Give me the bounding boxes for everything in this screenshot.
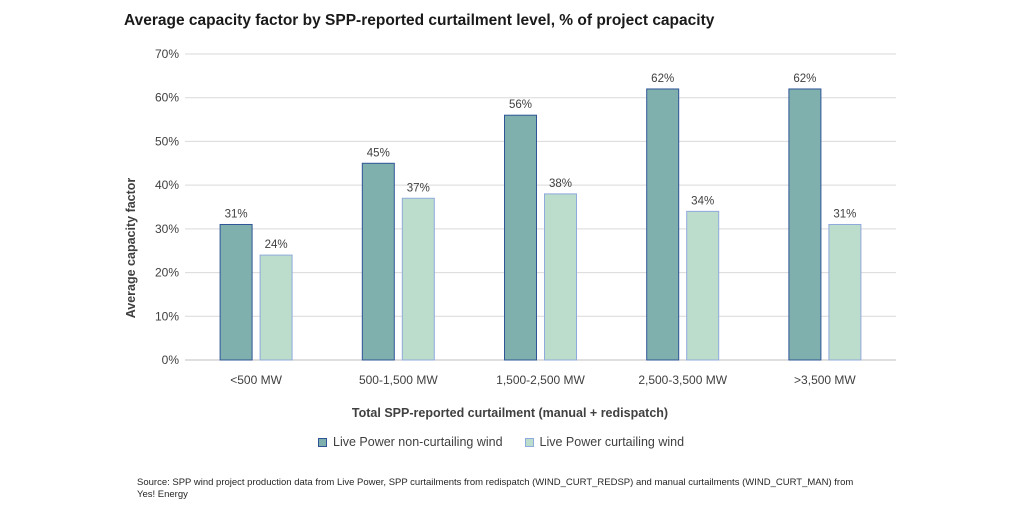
bar-non-curtailing [788,88,822,361]
data-label: 62% [793,73,816,85]
data-label: 31% [225,208,248,220]
bar-curtailing [401,197,435,361]
y-tick-label: 30% [155,222,179,236]
legend: Live Power non-curtailing wind Live Powe… [318,435,684,449]
bar-non-curtailing [219,223,253,361]
y-tick-label: 50% [155,134,179,148]
data-label: 56% [509,99,532,111]
data-label: 31% [833,208,856,220]
legend-swatch-non-curtailing [318,437,327,447]
y-tick-label: 40% [155,178,179,192]
data-label: 38% [549,178,572,190]
x-tick-label: >3,500 MW [794,373,856,387]
x-axis-title: Total SPP-reported curtailment (manual +… [352,406,668,420]
data-label: 45% [367,147,390,159]
y-axis-ticks: 0% 10% 20% 30% 40% 50% 60% 70% [155,47,179,367]
chart-title: Average capacity factor by SPP-reported … [124,12,715,29]
y-tick-label: 60% [155,91,179,105]
gridlines [185,53,896,361]
data-label: 62% [651,73,674,85]
x-tick-label: <500 MW [230,373,282,387]
bar-curtailing [828,223,862,361]
bar-non-curtailing [504,114,537,361]
legend-item-curtailing: Live Power curtailing wind [524,435,685,449]
y-tick-label: 70% [155,47,179,61]
x-tick-label: 1,500-2,500 MW [496,373,585,387]
bars [219,88,862,361]
data-labels: 31% 24% 45% 37% 56% 38% 62% 34% 62% 31% [225,73,857,251]
y-tick-label: 20% [155,266,179,280]
x-axis-ticks: <500 MW 500-1,500 MW 1,500-2,500 MW 2,500-3… [230,373,856,387]
data-label: 24% [265,239,288,251]
x-tick-label: 2,500-3,500 MW [638,373,727,387]
legend-label-non-curtailing: Live Power non-curtailing wind [333,435,503,449]
bar-non-curtailing [646,88,680,361]
x-tick-label: 500-1,500 MW [359,373,438,387]
source-note: Source: SPP wind project production data… [137,477,854,500]
data-label: 37% [407,182,430,194]
bar-curtailing [544,193,577,361]
y-tick-label: 0% [162,353,180,367]
legend-label-curtailing: Live Power curtailing wind [539,435,685,449]
y-axis-title: Average capacity factor [124,178,138,319]
data-label: 34% [691,195,714,207]
bar-curtailing [259,254,293,361]
y-tick-label: 10% [155,309,179,323]
legend-item-non-curtailing: Live Power non-curtailing wind [318,435,503,449]
bar-non-curtailing [361,162,395,361]
bar-curtailing [686,210,720,361]
legend-swatch-curtailing [524,437,534,447]
